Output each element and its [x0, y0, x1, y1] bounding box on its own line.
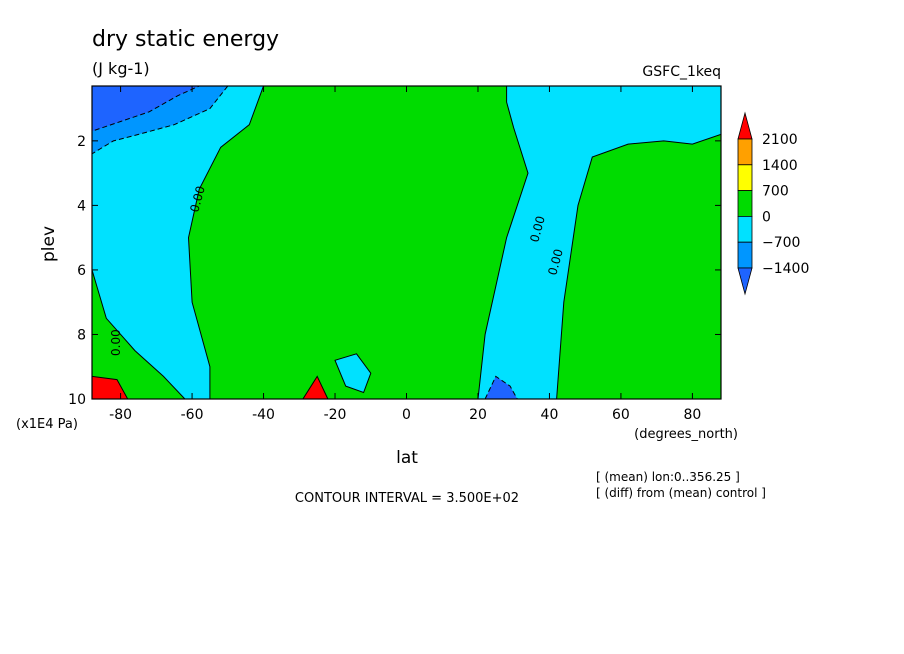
- colorbar: 2100 1400 700 0 −700 −1400: [737, 111, 809, 296]
- colorbar-extend-low: [737, 267, 753, 296]
- contour-line-7: [92, 375, 129, 399]
- contour-region-5: [92, 86, 200, 132]
- note-diff-control: [ (diff) from (mean) control ]: [596, 486, 766, 500]
- x-tick-label: -40: [252, 407, 275, 423]
- y-tick-label: 8: [77, 327, 86, 343]
- colorbar-swatch: [737, 215, 753, 243]
- colorbar-label: 700: [762, 184, 789, 200]
- contour-line-3: [334, 353, 372, 394]
- y-tick-label: 10: [68, 392, 86, 408]
- contour-regions: [92, 86, 721, 399]
- x-tick-label: 80: [683, 407, 701, 423]
- x-axis-ticks: -80 -60 -40 -20 0 20 40 60 80: [109, 86, 701, 423]
- contour-region-7: [92, 376, 128, 399]
- chart-title: dry static energy: [92, 27, 279, 52]
- colorbar-label: −700: [762, 235, 800, 251]
- contour-label-3: 0.00: [545, 247, 565, 276]
- colorbar-extend-high: [737, 111, 753, 140]
- x-tick-label: 0: [402, 407, 411, 423]
- x-axis-label: lat: [396, 448, 418, 468]
- contour-label-2: 0.00: [527, 214, 547, 243]
- colorbar-label: −1400: [762, 261, 809, 277]
- contour-line-6: [484, 375, 518, 399]
- contour-region-8: [302, 376, 328, 399]
- colorbar-swatch: [737, 190, 753, 217]
- x-tick-label: -20: [324, 407, 347, 423]
- contour-line-2: [477, 86, 721, 399]
- contour-region-1: [92, 86, 264, 399]
- contour-line-1: [92, 86, 265, 399]
- x-tick-label: -80: [109, 407, 132, 423]
- y-tick-label: 2: [77, 134, 86, 150]
- x-tick-label: 20: [469, 407, 487, 423]
- contour-region-2: [478, 86, 721, 399]
- colorbar-swatch: [737, 138, 753, 166]
- x-tick-label: 60: [612, 407, 630, 423]
- colorbar-label: 0: [762, 209, 771, 225]
- dataset-label: GSFC_1keq: [642, 64, 721, 80]
- y-axis-label: plev: [39, 226, 59, 262]
- colorbar-swatch: [737, 241, 753, 269]
- contour-label-1: 0.00: [187, 184, 207, 213]
- x-tick-label: 40: [541, 407, 559, 423]
- colorbar-swatch: [737, 164, 753, 192]
- contour-line-5: [92, 86, 200, 132]
- x-tick-label: -60: [181, 407, 204, 423]
- colorbar-label: 2100: [762, 132, 798, 148]
- colorbar-label: 1400: [762, 158, 798, 174]
- plot-area: [92, 86, 721, 399]
- contour-lines: [92, 86, 721, 399]
- y-tick-label: 4: [77, 198, 86, 214]
- y-tick-label: 6: [77, 263, 86, 279]
- contour-region-3: [335, 353, 371, 393]
- contour-label-4: 0.00: [109, 329, 123, 356]
- contour-line-8: [302, 375, 329, 399]
- note-mean-lon: [ (mean) lon:0..356.25 ]: [596, 470, 740, 484]
- x-axis-units: (degrees_north): [634, 427, 738, 442]
- y-axis-units: (x1E4 Pa): [16, 417, 78, 432]
- y-axis-ticks: 2 4 6 8 10: [68, 134, 721, 408]
- chart-units: (J kg-1): [92, 59, 150, 78]
- contour-line-4: [92, 86, 229, 155]
- contour-interval-text: CONTOUR INTERVAL = 3.500E+02: [295, 491, 519, 506]
